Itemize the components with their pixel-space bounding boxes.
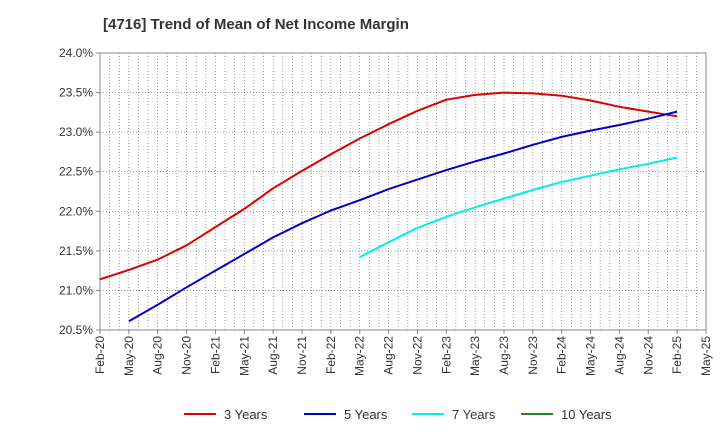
x-tick-label: May-23 bbox=[468, 336, 482, 376]
y-tick-label: 21.5% bbox=[59, 244, 93, 258]
y-tick-label: 22.0% bbox=[59, 204, 93, 218]
x-tick-label: May-24 bbox=[584, 336, 598, 376]
y-tick-label: 21.0% bbox=[59, 283, 93, 297]
x-tick-label: May-25 bbox=[699, 336, 713, 376]
x-tick-label: Aug-22 bbox=[382, 336, 396, 375]
legend-label: 5 Years bbox=[344, 407, 388, 422]
x-tick-label: Nov-24 bbox=[641, 336, 655, 375]
chart-title: [4716] Trend of Mean of Net Income Margi… bbox=[103, 16, 409, 33]
legend-label: 10 Years bbox=[561, 407, 612, 422]
x-tick-label: Feb-21 bbox=[208, 336, 222, 374]
x-tick-label: Feb-25 bbox=[670, 336, 684, 374]
series-line-3-years bbox=[99, 91, 678, 281]
x-tick-label: Feb-22 bbox=[324, 336, 338, 374]
y-tick-label: 24.0% bbox=[59, 46, 93, 60]
x-tick-label: May-20 bbox=[122, 336, 136, 376]
x-tick-label: Feb-20 bbox=[93, 336, 107, 374]
x-tick-label: Feb-23 bbox=[439, 336, 453, 374]
plot-area bbox=[100, 53, 706, 330]
y-tick-label: 22.5% bbox=[59, 165, 93, 179]
plot-border bbox=[99, 52, 707, 331]
y-tick-label: 23.5% bbox=[59, 86, 93, 100]
x-tick-label: Nov-23 bbox=[526, 336, 540, 375]
x-tick-label: Nov-20 bbox=[180, 336, 194, 375]
x-tick-label: Nov-21 bbox=[295, 336, 309, 375]
y-tick-label: 23.0% bbox=[59, 125, 93, 139]
x-tick-label: May-22 bbox=[353, 336, 367, 376]
x-tick-label: Aug-20 bbox=[151, 336, 165, 375]
x-tick-label: Aug-24 bbox=[612, 336, 626, 375]
x-tick-label: Aug-23 bbox=[497, 336, 511, 375]
series-line-5-years bbox=[128, 110, 678, 323]
series-line-7-years bbox=[359, 156, 678, 259]
x-tick-label: Aug-21 bbox=[266, 336, 280, 375]
x-tick-label: Nov-22 bbox=[410, 336, 424, 375]
legend-label: 3 Years bbox=[224, 407, 268, 422]
y-tick-label: 20.5% bbox=[59, 323, 93, 337]
x-tick-label: May-21 bbox=[237, 336, 251, 376]
x-tick-label: Feb-24 bbox=[555, 336, 569, 374]
legend-label: 7 Years bbox=[452, 407, 496, 422]
